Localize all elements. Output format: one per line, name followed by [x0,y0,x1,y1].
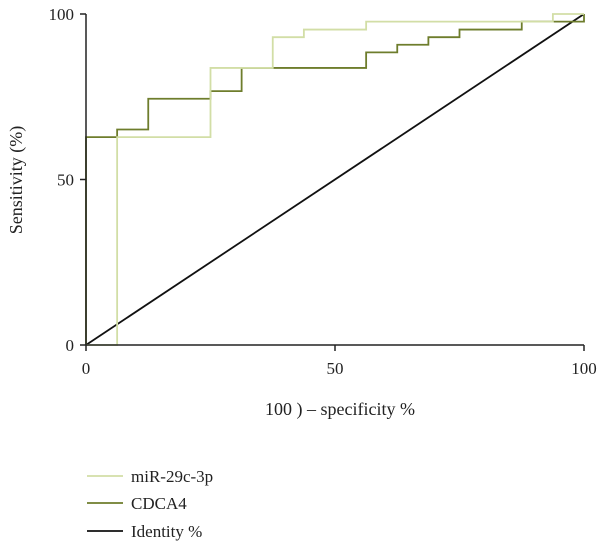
legend: miR-29c-3p CDCA4 Identity % [87,467,213,541]
series-line-mir-29c-3p [86,13,584,346]
y-tick-label: 0 [66,336,75,355]
x-tick-label: 100 [571,359,597,378]
x-tick-label: 50 [327,359,344,378]
y-axis-label: Sensitivity (%) [6,126,27,235]
y-tick-label: 50 [57,171,74,190]
legend-label-mir-29c-3p: miR-29c-3p [131,467,213,486]
legend-label-identity: Identity % [131,522,202,541]
legend-label-cdca4: CDCA4 [131,494,187,513]
x-ticks: 0 50 100 [82,345,597,378]
series-line-cdca4 [85,14,585,345]
y-tick-label: 100 [49,5,75,24]
series-line-identity [85,13,585,346]
x-tick-label: 0 [82,359,91,378]
x-axis-label: 100 ) – specificity % [265,399,415,420]
plot-lines [85,13,585,346]
y-ticks: 0 50 100 [49,5,86,355]
